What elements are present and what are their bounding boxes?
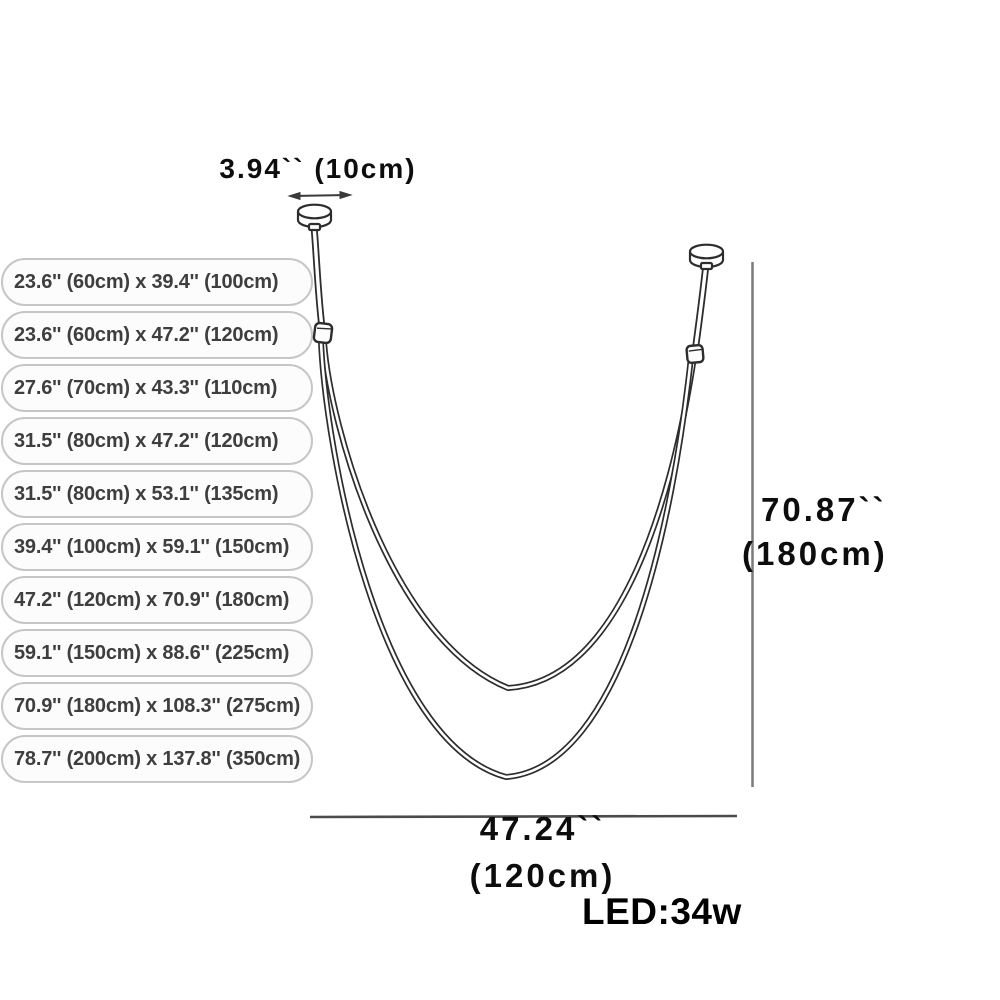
size-option[interactable]: 39.4'' (100cm) x 59.1'' (150cm) <box>1 523 313 571</box>
width-dimension-line <box>309 814 738 819</box>
size-option[interactable]: 47.2'' (120cm) x 70.9'' (180cm) <box>1 576 313 624</box>
led-power-label: LED:34w <box>582 891 742 932</box>
size-option[interactable]: 59.1'' (150cm) x 88.6'' (225cm) <box>1 629 313 677</box>
right-cable-ferrule <box>685 343 705 365</box>
right-ceiling-canopy <box>688 243 725 271</box>
right-drop-cable <box>691 263 710 353</box>
height-label-inches: 70.87`` <box>761 491 887 528</box>
lower-cable-swag <box>318 341 694 781</box>
width-label-inches: 47.24`` <box>479 810 606 847</box>
size-options-list: 23.6'' (60cm) x 39.4'' (100cm) 23.6'' (60… <box>0 0 330 1000</box>
size-option[interactable]: 23.6'' (60cm) x 39.4'' (100cm) <box>1 258 313 306</box>
size-option[interactable]: 31.5'' (80cm) x 47.2'' (120cm) <box>1 417 313 465</box>
height-label-cm: (180cm) <box>742 535 888 572</box>
size-option[interactable]: 31.5'' (80cm) x 53.1'' (135cm) <box>1 470 313 518</box>
width-label-cm: (120cm) <box>469 857 616 894</box>
size-option[interactable]: 23.6'' (60cm) x 47.2'' (120cm) <box>1 311 313 359</box>
size-option[interactable]: 70.9'' (180cm) x 108.3'' (275cm) <box>1 682 313 730</box>
upper-cable-swag <box>321 341 697 692</box>
size-option[interactable]: 27.6'' (70cm) x 43.3'' (110cm) <box>1 364 313 412</box>
size-option[interactable]: 78.7'' (200cm) x 137.8'' (350cm) <box>1 735 313 783</box>
